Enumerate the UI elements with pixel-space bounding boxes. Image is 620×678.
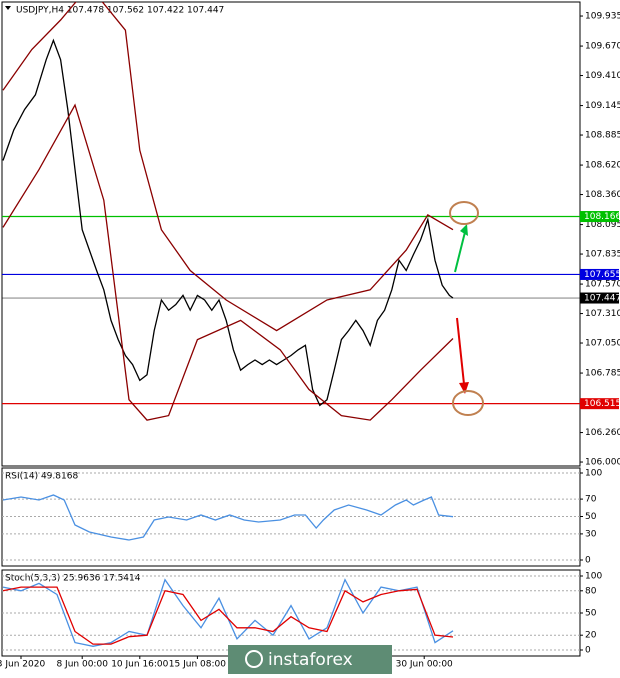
up-arrow-head xyxy=(460,224,468,236)
level-label-box xyxy=(580,211,619,223)
y-tick-label: 109.670 xyxy=(585,42,620,52)
target-circle xyxy=(452,390,484,416)
y-tick-label: 100 xyxy=(585,572,602,582)
x-tick-label: 10 Jun 16:00 xyxy=(111,660,168,670)
y-tick-label: 107.570 xyxy=(585,280,620,290)
level-label: 107.655 xyxy=(584,270,620,280)
x-tick-label: 3 Jun 2020 xyxy=(0,660,45,670)
watermark-logo xyxy=(245,650,263,668)
level-label: 107.447 xyxy=(584,294,620,304)
panel-title: Stoch(5,3,3) 25.9636 17.5414 xyxy=(5,574,141,584)
panel-title: USDJPY,H4 107.478 107.562 107.422 107.44… xyxy=(16,6,224,16)
y-tick-label: 107.310 xyxy=(585,309,620,319)
plot-area: RSI(14) 49.8168 xyxy=(2,472,580,561)
y-tick-label: 108.360 xyxy=(585,190,620,200)
y-tick-label: 30 xyxy=(585,529,597,539)
watermark-text: instaforex xyxy=(268,650,353,670)
series-line xyxy=(2,586,454,645)
y-tick-label: 106.260 xyxy=(585,428,620,438)
y-tick-label: 107.050 xyxy=(585,339,620,349)
level-label-box xyxy=(580,398,619,410)
y-tick-label: 50 xyxy=(585,609,597,619)
y-tick-label: 50 xyxy=(585,512,597,522)
level-label: 108.166 xyxy=(584,212,620,222)
x-tick-label: 15 Jun 08:00 xyxy=(169,660,226,670)
series-line xyxy=(2,2,454,332)
x-tick-label: 8 Jun 00:00 xyxy=(56,660,108,670)
down-arrow-head xyxy=(459,382,469,394)
up-arrow xyxy=(454,231,466,273)
menu-icon xyxy=(5,6,11,10)
plot-area: Stoch(5,3,3) 25.9636 17.5414 xyxy=(2,574,580,651)
y-tick-label: 109.935 xyxy=(585,12,620,22)
target-circle xyxy=(449,201,479,225)
down-arrow xyxy=(456,317,465,385)
y-tick-label: 108.885 xyxy=(585,131,620,141)
series-line xyxy=(2,494,454,541)
level-label-box xyxy=(580,268,619,280)
y-tick-label: 0 xyxy=(585,556,591,566)
panel-title: RSI(14) 49.8168 xyxy=(5,472,78,482)
series-line xyxy=(2,38,454,407)
y-tick-label: 106.000 xyxy=(585,458,620,468)
y-tick-label: 100 xyxy=(585,469,602,479)
y-tick-label: 20 xyxy=(585,631,597,641)
y-tick-label: 0 xyxy=(585,646,591,656)
watermark-box xyxy=(228,645,392,674)
y-tick-label: 107.835 xyxy=(585,250,620,260)
level-label-box xyxy=(580,292,619,304)
level-label: 106.515 xyxy=(584,399,620,409)
y-tick-label: 109.410 xyxy=(585,71,620,81)
series-line xyxy=(2,103,454,421)
price-panel xyxy=(1,1,581,467)
y-tick-label: 80 xyxy=(585,586,597,596)
y-tick-label: 108.095 xyxy=(585,220,620,230)
y-tick-label: 70 xyxy=(585,495,597,505)
y-tick-label: 109.145 xyxy=(585,101,620,111)
x-tick-label: 30 Jun 00:00 xyxy=(396,660,453,670)
y-tick-label: 108.620 xyxy=(585,161,620,171)
y-tick-label: 106.785 xyxy=(585,369,620,379)
